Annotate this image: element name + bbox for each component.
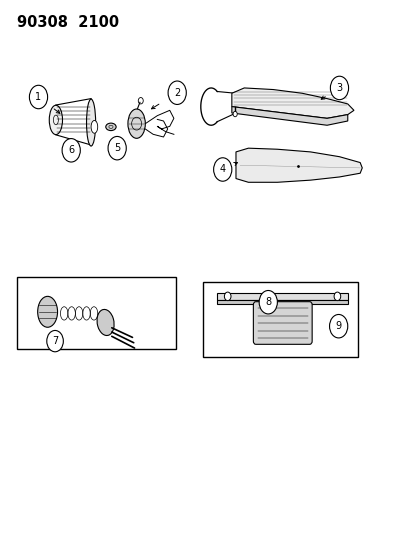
Polygon shape [217, 293, 347, 300]
Bar [17, 277, 176, 349]
Circle shape [62, 139, 80, 162]
Circle shape [224, 292, 230, 301]
Ellipse shape [49, 106, 62, 135]
Bar [202, 282, 357, 357]
Polygon shape [231, 88, 353, 118]
Text: 7: 7 [52, 336, 58, 346]
Ellipse shape [128, 109, 145, 139]
Circle shape [47, 330, 63, 352]
Text: 9: 9 [335, 321, 341, 331]
Ellipse shape [91, 120, 97, 133]
Text: 2: 2 [173, 88, 180, 98]
Text: 5: 5 [114, 143, 120, 153]
Circle shape [330, 76, 348, 100]
Text: 1: 1 [36, 92, 41, 102]
Circle shape [333, 292, 340, 301]
Text: 90308  2100: 90308 2100 [17, 15, 119, 30]
Text: 3: 3 [336, 83, 342, 93]
Text: 8: 8 [265, 297, 271, 307]
FancyBboxPatch shape [253, 302, 311, 344]
Circle shape [233, 111, 237, 117]
Circle shape [213, 158, 231, 181]
Polygon shape [231, 107, 347, 125]
Circle shape [29, 85, 47, 109]
Polygon shape [217, 300, 347, 304]
Circle shape [108, 136, 126, 160]
Circle shape [329, 314, 347, 338]
Text: 6: 6 [68, 146, 74, 155]
Ellipse shape [38, 296, 57, 327]
Polygon shape [235, 148, 361, 182]
Circle shape [168, 81, 186, 104]
Ellipse shape [97, 310, 114, 335]
Text: 4: 4 [219, 165, 225, 174]
Ellipse shape [106, 123, 116, 131]
Ellipse shape [86, 99, 95, 146]
Circle shape [259, 290, 277, 314]
